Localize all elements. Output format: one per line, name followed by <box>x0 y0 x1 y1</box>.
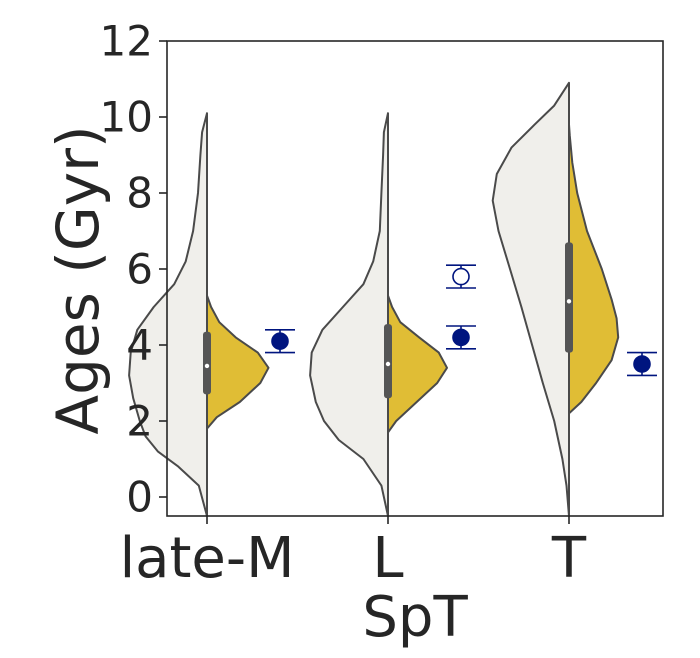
violin-T <box>491 81 620 517</box>
median-marker <box>566 299 572 304</box>
x-axis-label: SpT <box>362 585 468 650</box>
y-tick-label: 2 <box>126 397 153 446</box>
x-tick-label: late-M <box>120 526 295 591</box>
y-tick-label: 6 <box>126 245 153 294</box>
plot-area <box>128 81 657 517</box>
age-estimate-point <box>265 328 295 354</box>
x-tick-label: T <box>551 526 587 591</box>
age-estimate-point <box>446 264 476 289</box>
iqr-box <box>203 331 211 395</box>
median-marker <box>204 363 210 369</box>
x-tick-label: L <box>372 526 403 591</box>
median-marker <box>385 361 391 367</box>
violin-right-half <box>387 294 448 434</box>
violin-right-half <box>568 123 620 415</box>
y-tick-label: 4 <box>126 321 153 370</box>
y-tick-label: 10 <box>100 93 153 142</box>
filled-marker <box>633 355 651 373</box>
age-estimate-point <box>446 325 476 350</box>
filled-marker <box>452 328 470 347</box>
y-tick-label: 0 <box>126 473 153 522</box>
y-axis-label: Ages (Gyr) <box>44 125 112 434</box>
y-tick-label: 12 <box>100 17 153 66</box>
iqr-box <box>384 324 392 399</box>
y-tick-label: 8 <box>126 169 153 218</box>
open-marker <box>452 267 470 286</box>
y-axis: 0 2 4 6 8 10 12 <box>100 17 167 522</box>
violin-late-M <box>128 112 270 517</box>
violin-left-half <box>128 112 208 517</box>
x-axis: late-M L T <box>120 516 587 591</box>
violin-L <box>309 112 448 517</box>
iqr-box <box>565 242 573 353</box>
violin-left-half <box>491 81 570 517</box>
axes-frame <box>166 40 664 517</box>
violin-left-half <box>309 112 389 517</box>
violin-right-half <box>206 294 270 430</box>
filled-marker <box>271 332 289 351</box>
age-estimate-point <box>627 351 657 377</box>
